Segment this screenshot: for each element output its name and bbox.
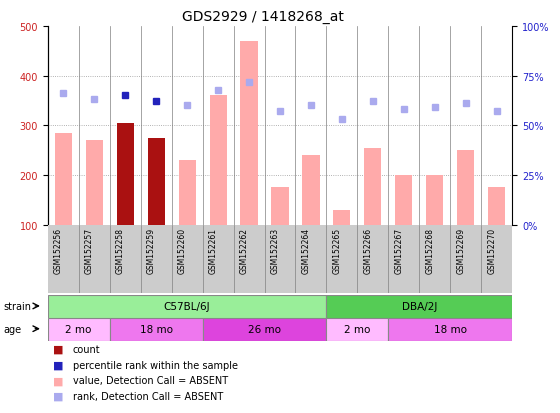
Bar <box>110 318 203 341</box>
Bar <box>203 318 326 341</box>
Text: GSM152269: GSM152269 <box>457 227 466 273</box>
Text: ■: ■ <box>53 391 64 401</box>
Text: GSM152256: GSM152256 <box>54 227 63 273</box>
Text: GSM152267: GSM152267 <box>395 227 404 273</box>
Text: value, Detection Call = ABSENT: value, Detection Call = ABSENT <box>73 375 228 385</box>
Text: 18 mo: 18 mo <box>434 324 467 335</box>
Text: rank, Detection Call = ABSENT: rank, Detection Call = ABSENT <box>73 391 223 401</box>
Text: GSM152260: GSM152260 <box>178 227 187 273</box>
Bar <box>86 141 102 225</box>
Text: 18 mo: 18 mo <box>139 324 172 335</box>
Text: GSM152259: GSM152259 <box>147 227 156 273</box>
Bar <box>48 295 326 318</box>
Bar <box>147 138 165 225</box>
Text: GSM152261: GSM152261 <box>209 227 218 273</box>
Bar <box>116 123 134 225</box>
Text: percentile rank within the sample: percentile rank within the sample <box>73 360 238 370</box>
Text: GSM152257: GSM152257 <box>85 227 94 273</box>
Text: ■: ■ <box>53 375 64 385</box>
Bar <box>488 188 506 225</box>
Bar <box>326 318 389 341</box>
Bar <box>272 188 288 225</box>
Text: GSM152265: GSM152265 <box>333 227 342 273</box>
Bar <box>395 176 413 225</box>
Bar <box>240 42 258 225</box>
Text: GSM152264: GSM152264 <box>302 227 311 273</box>
Text: ■: ■ <box>53 360 64 370</box>
Text: GDS2929 / 1418268_at: GDS2929 / 1418268_at <box>182 10 344 24</box>
Bar <box>209 96 227 225</box>
Text: 26 mo: 26 mo <box>248 324 281 335</box>
Bar <box>326 295 512 318</box>
Bar <box>54 133 72 225</box>
Text: GSM152263: GSM152263 <box>271 227 280 273</box>
Text: GSM152262: GSM152262 <box>240 227 249 273</box>
Text: ■: ■ <box>53 344 64 354</box>
Text: age: age <box>4 324 22 334</box>
Text: C57BL/6J: C57BL/6J <box>164 301 211 312</box>
Text: GSM152258: GSM152258 <box>116 227 125 273</box>
Text: GSM152268: GSM152268 <box>426 227 435 273</box>
Bar <box>302 156 320 225</box>
Text: DBA/2J: DBA/2J <box>402 301 437 312</box>
Bar <box>426 176 444 225</box>
Bar <box>333 210 351 225</box>
Bar <box>179 161 195 225</box>
Text: GSM152270: GSM152270 <box>488 227 497 273</box>
Text: count: count <box>73 344 100 354</box>
Text: strain: strain <box>4 301 32 311</box>
Bar <box>365 148 381 225</box>
Text: 2 mo: 2 mo <box>66 324 92 335</box>
Bar <box>458 151 474 225</box>
Bar <box>389 318 512 341</box>
Text: GSM152266: GSM152266 <box>364 227 373 273</box>
Text: 2 mo: 2 mo <box>344 324 371 335</box>
Bar <box>48 318 110 341</box>
